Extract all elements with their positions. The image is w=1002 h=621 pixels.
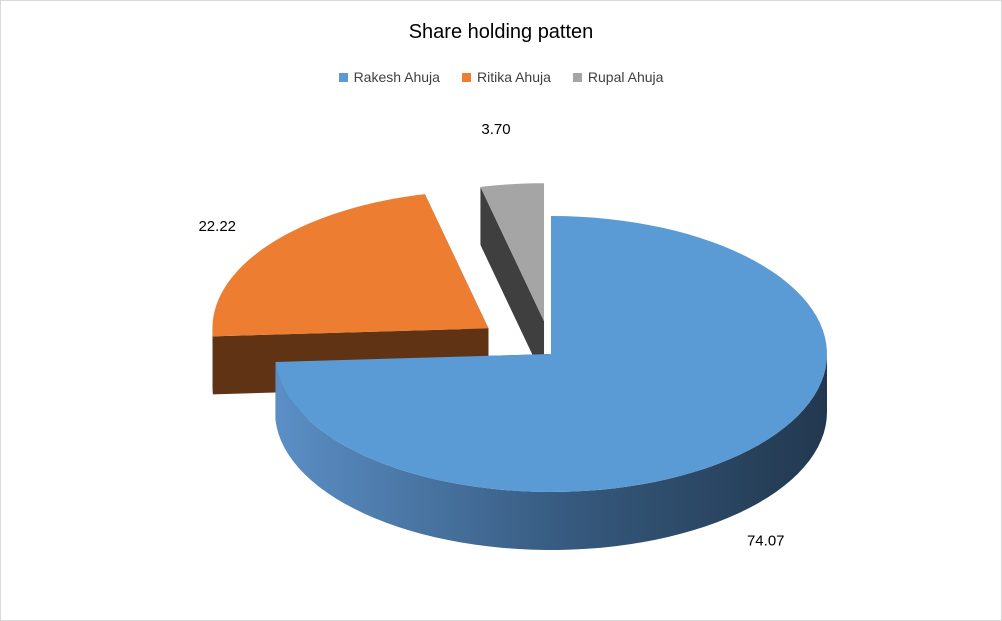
legend-swatch-ritika <box>461 72 471 82</box>
legend-swatch-rakesh <box>338 72 348 82</box>
data-label-rupal: 3.70 <box>481 121 510 138</box>
legend-label-ritika: Ritika Ahuja <box>476 69 551 85</box>
slice-side-rupal <box>480 186 545 380</box>
legend-label-rupal: Rupal Ahuja <box>587 69 664 85</box>
slice-tops <box>212 183 827 492</box>
legend-item-ritika: Ritika Ahuja <box>461 69 551 85</box>
slice-ritika <box>212 194 489 337</box>
legend-swatch-rupal <box>572 72 582 82</box>
slice-wall-rupal <box>480 186 545 380</box>
slice-rupal <box>480 183 545 322</box>
data-labels: 74.07 22.22 3.70 <box>198 121 784 550</box>
legend-item-rupal: Rupal Ahuja <box>572 69 664 85</box>
chart-title: Share holding patten <box>408 21 594 43</box>
legend: Rakesh Ahuja Ritika Ahuja Rupal Ahuja <box>1 69 1001 85</box>
data-label-ritika: 22.22 <box>198 218 236 235</box>
legend-item-rakesh: Rakesh Ahuja <box>338 69 440 85</box>
slice-rim-rakesh <box>275 354 827 550</box>
legend-label-rakesh: Rakesh Ahuja <box>353 69 440 85</box>
data-label-rakesh: 74.07 <box>747 533 785 550</box>
slice-rakesh <box>275 216 827 492</box>
